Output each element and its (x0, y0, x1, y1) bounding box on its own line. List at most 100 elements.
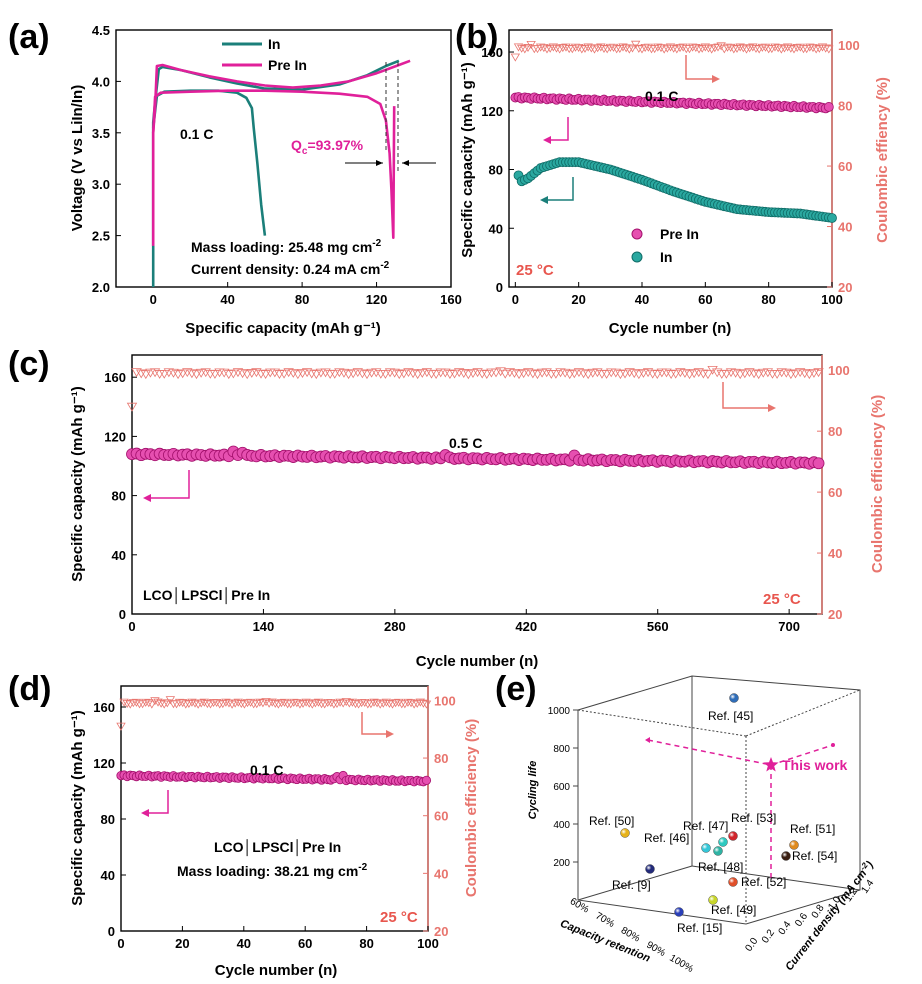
pre-in-point (823, 102, 834, 112)
ce-point (329, 700, 339, 709)
ce-point (200, 368, 211, 378)
ref-label: Ref. [53] (731, 811, 776, 825)
this-work-proj-end-left (645, 737, 650, 743)
ce-point (627, 44, 638, 53)
ce-point (665, 43, 676, 52)
ce-point (490, 368, 502, 378)
a-xtick-label: 0 (150, 292, 157, 307)
ce-point (675, 44, 685, 53)
xtick-label: 40 (237, 936, 251, 951)
ce-point (421, 368, 433, 378)
curve-in-discharge (151, 89, 267, 236)
ce-point (276, 699, 287, 708)
e-ztick-label: 400 (553, 820, 570, 831)
ce-point (808, 44, 818, 53)
ce-point (738, 44, 749, 53)
xtick-label: 80 (359, 936, 373, 951)
ce-point (611, 45, 622, 54)
xtick-label: 60 (298, 936, 312, 951)
ce-point (610, 368, 622, 378)
ce-point (621, 44, 631, 53)
y2tick-label: 20 (434, 924, 448, 939)
panel-a: (a) 0 40 80 120 160 2.0 2.5 3.0 3.5 4.0 4.5 Speci… (8, 18, 462, 337)
ce-point (573, 368, 585, 378)
ce-point (688, 369, 700, 379)
e-ytick-label: 0.2 (760, 927, 777, 945)
ytick-label: 40 (112, 548, 126, 563)
ce-point (406, 699, 416, 708)
panel-d-arrow-ce (361, 712, 387, 735)
ce-point (550, 369, 562, 379)
y2tick-label: 20 (828, 607, 842, 622)
ce-point (751, 44, 761, 53)
ytick-label: 0 (108, 924, 115, 939)
ce-point (458, 369, 469, 378)
ce-point (760, 43, 771, 52)
ce-point (440, 368, 451, 378)
ce-point (741, 45, 752, 54)
ce-point (771, 370, 783, 379)
ytick-label: 0 (496, 280, 503, 295)
ce-point (156, 699, 166, 708)
panel-e-points: Ref. [45] Ref. [50] Ref. [47]Ref. [46] Ref.… (589, 693, 837, 935)
ce-point (548, 43, 559, 52)
ce-point (601, 370, 612, 379)
panel-c-y-label: Specific capacity (mAh g⁻¹) (69, 386, 86, 581)
panel-b-y-label: Specific capacity (mAh g⁻¹) (459, 62, 476, 257)
ref-label: Ref. [15] (677, 921, 722, 935)
ce-point (785, 370, 797, 380)
a-ytick-label: 3.0 (92, 177, 110, 192)
panel-a-x-label: Specific capacity (mAh g⁻¹) (185, 320, 380, 337)
ce-point (467, 369, 479, 378)
ce-point (804, 370, 815, 380)
ce-point (820, 44, 831, 53)
panel-b-pre-in-series (510, 92, 834, 114)
ce-point (630, 40, 641, 49)
ref-label: Ref. [49] (711, 903, 756, 917)
ce-point (232, 368, 244, 378)
panel-c-rate: 0.5 C (449, 435, 482, 451)
ce-point (643, 43, 654, 52)
ce-point (558, 44, 568, 53)
ce-point (347, 698, 358, 707)
panel-c-pre-in-series (126, 445, 825, 470)
panel-c-letter: (c) (8, 345, 50, 383)
ce-point (608, 43, 619, 52)
ce-point (301, 368, 313, 378)
panel-e-letter: (e) (495, 670, 537, 708)
panel-a-current-density: Current density: 0.24 mA cm-2 (191, 260, 390, 277)
ytick-label: 80 (489, 163, 503, 178)
ce-point (335, 698, 345, 707)
ce-point (721, 369, 732, 379)
ce-point (518, 369, 529, 379)
ce-point (338, 368, 350, 378)
ce-point (684, 370, 695, 380)
ce-point (389, 368, 400, 378)
ce-point (251, 368, 262, 378)
ref-label: Ref. [48] (698, 860, 743, 874)
ce-point (116, 722, 126, 731)
ce-point (144, 699, 154, 708)
panel-e-y-label: Current density (mA cm-2) (782, 858, 876, 973)
ce-point (269, 368, 281, 378)
ce-point (652, 370, 663, 380)
ce-point (633, 370, 645, 380)
a-ytick-label: 3.5 (92, 126, 110, 141)
ce-point (190, 699, 200, 708)
ce-point (805, 43, 815, 52)
ce-point (153, 698, 163, 707)
ref-label: Ref. [50] (589, 814, 634, 828)
e-ztick-label: 800 (553, 744, 570, 755)
ce-point (532, 370, 543, 380)
ce-point (516, 44, 527, 53)
ref-point (620, 828, 630, 838)
ce-point (725, 43, 736, 52)
ce-point (122, 699, 132, 708)
ce-point (472, 368, 483, 378)
panel-c-temp: 25 °C (763, 591, 801, 608)
panel-d-ticks: 0 20 40 60 80 100 0 40 80 120 160 20 40 60 80 100 (93, 693, 455, 951)
panel-a-curves (151, 59, 411, 287)
panel-d-arrowhead-ce (386, 730, 394, 738)
ce-point (418, 699, 429, 708)
